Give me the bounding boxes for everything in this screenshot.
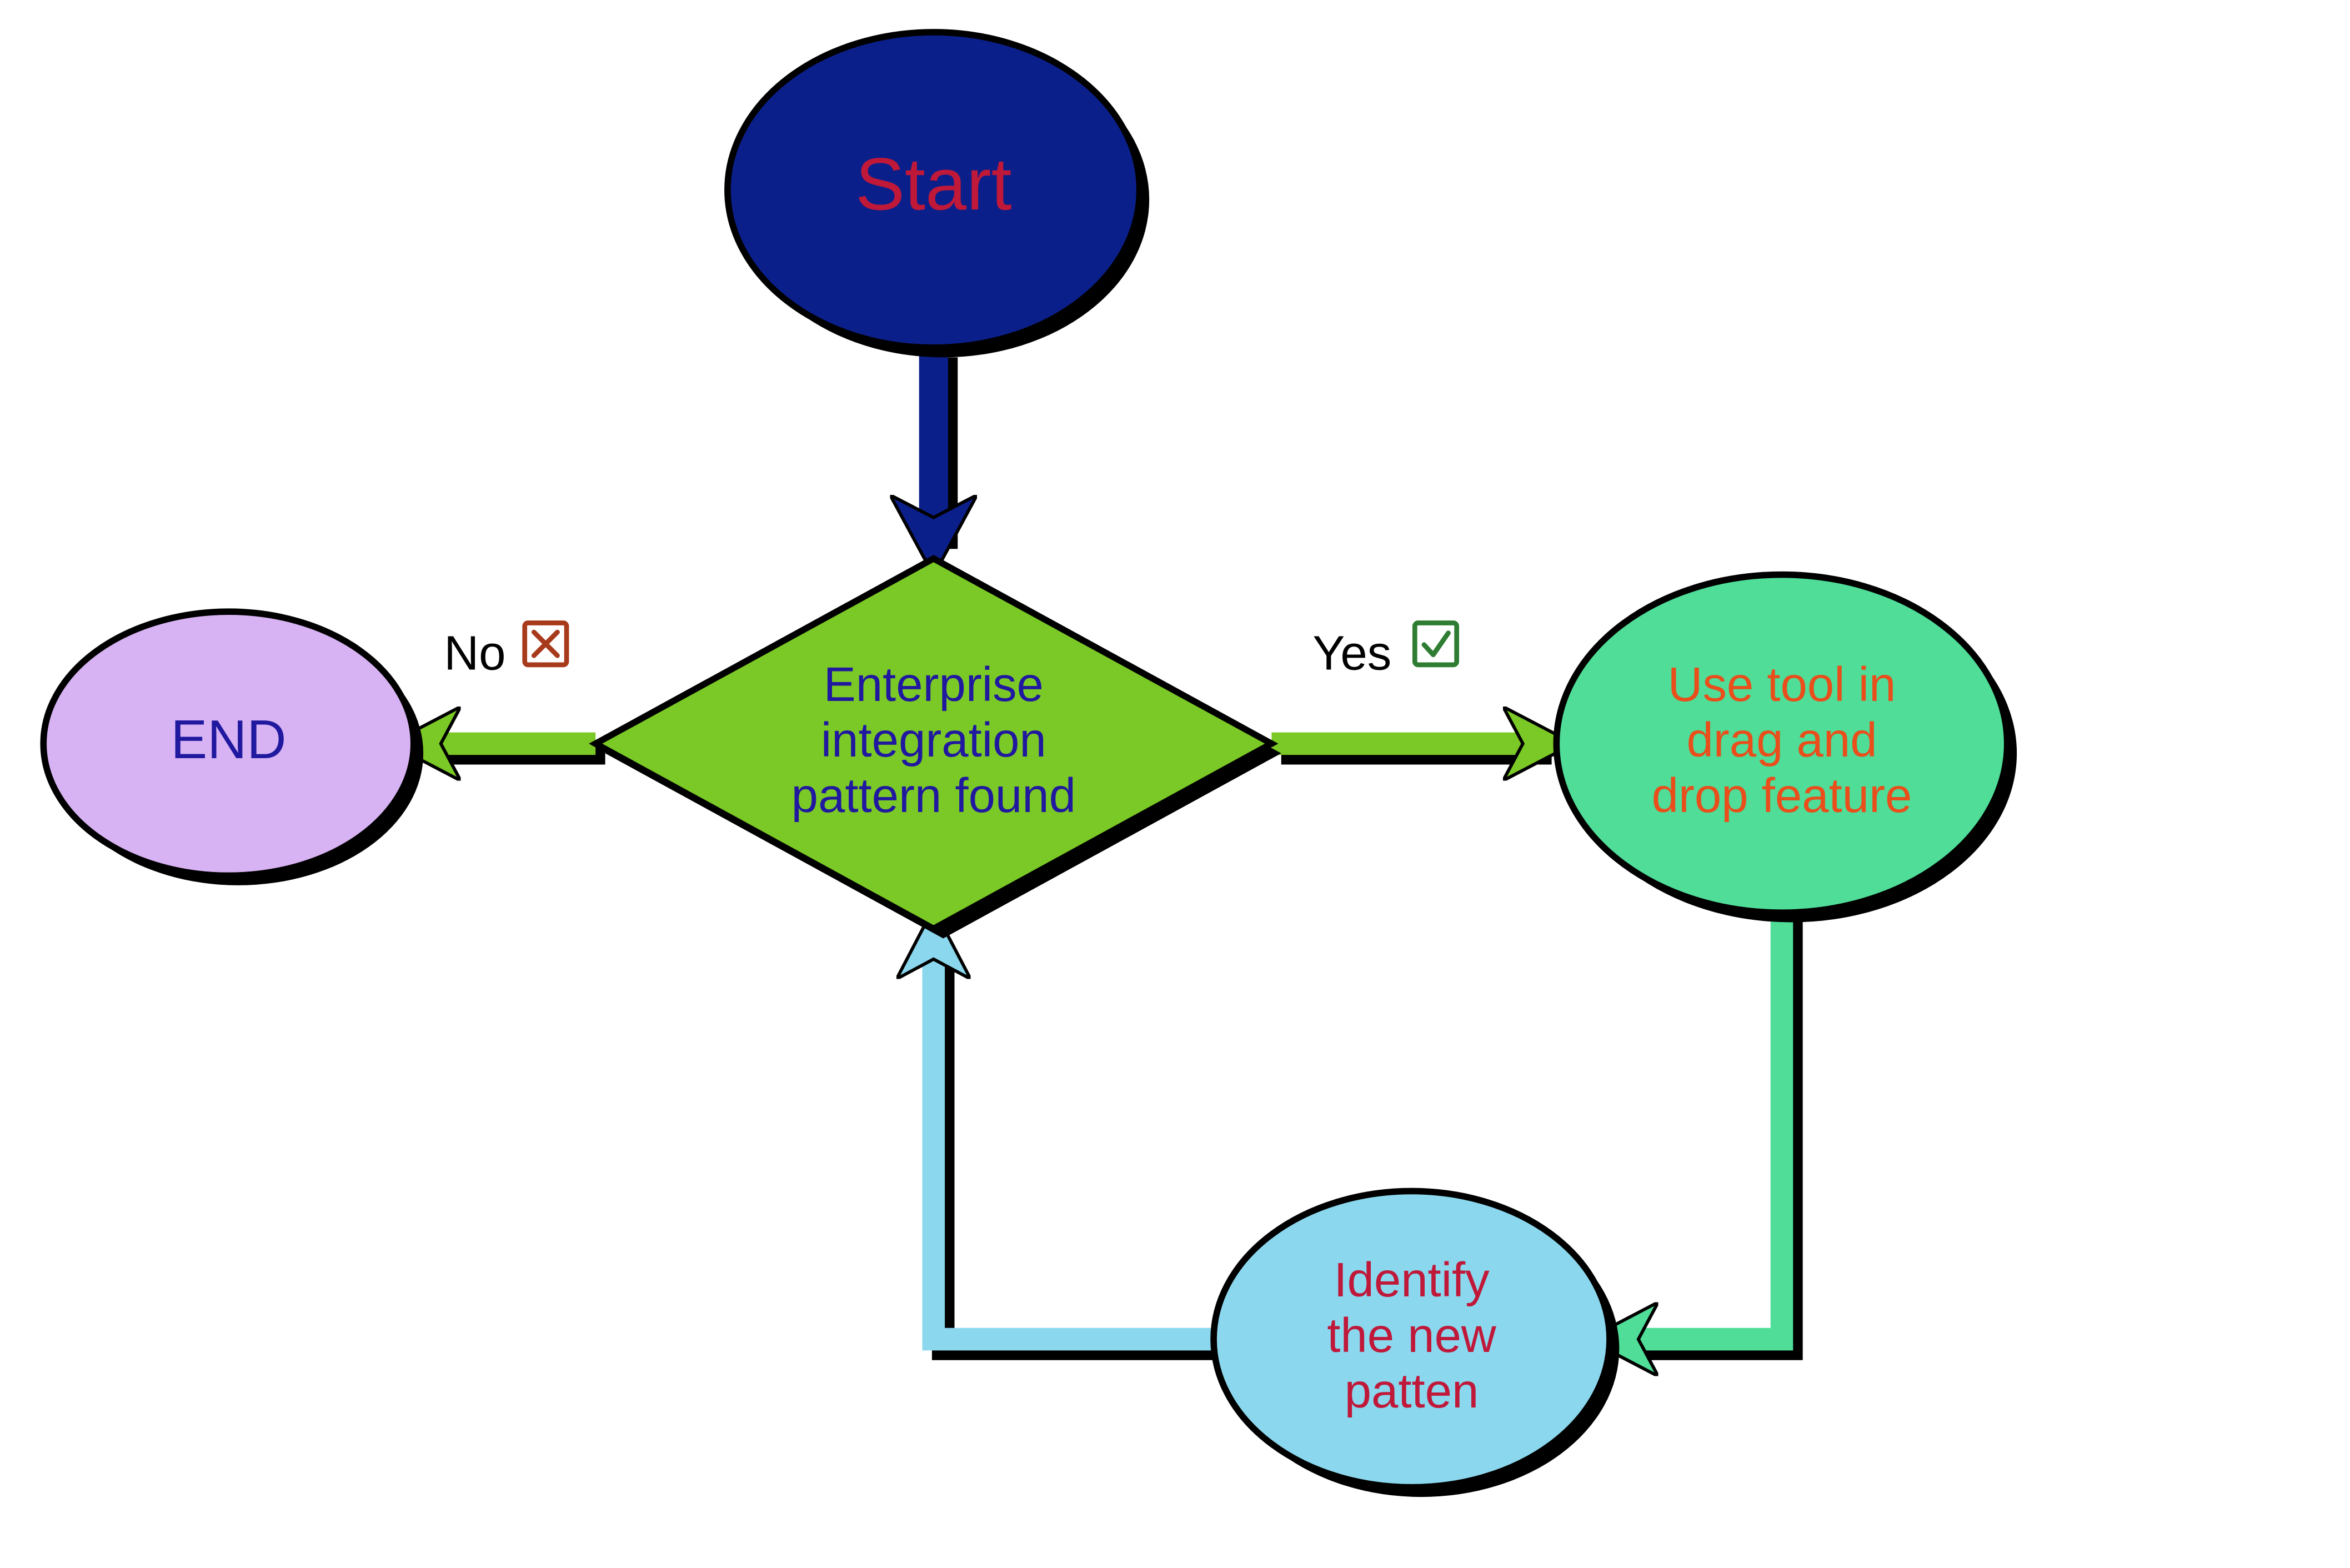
node-use-tool-label: Use tool in [1668, 658, 1896, 712]
edge-decision-to-end: No [422, 623, 605, 754]
node-start: Start [728, 32, 1149, 357]
node-end: END [43, 612, 423, 885]
edge-decision-to-use-label: Yes [1312, 626, 1391, 680]
node-identify-label: the new [1327, 1309, 1496, 1362]
node-identify: Identifythe newpatten [1214, 1191, 1619, 1497]
node-start-label: Start [855, 143, 1012, 226]
node-identify-label: Identify [1334, 1253, 1490, 1307]
edge-use-to-identify [1619, 911, 1791, 1349]
edge-decision-to-end-label: No [444, 626, 505, 680]
node-identify-label: patten [1345, 1364, 1479, 1418]
edge-decision-to-use: Yes [1271, 623, 1551, 754]
node-decision-label: Enterprise [824, 658, 1044, 712]
edge-identify-to-decision [934, 940, 1224, 1349]
node-decision-label: pattern found [791, 769, 1076, 823]
node-use-tool-label: drop feature [1652, 769, 1912, 823]
node-decision-label: integration [821, 713, 1046, 767]
cross-icon [525, 623, 567, 665]
check-icon [1415, 623, 1456, 665]
node-use-tool-label: drag and [1686, 713, 1877, 767]
flowchart-canvas: No Yes Start Enterpriseintegrationpattern f… [0, 0, 2350, 1568]
node-end-label: END [171, 709, 287, 770]
edge-start-to-decision [934, 348, 943, 549]
node-use-tool: Use tool indrag anddrop feature [1556, 575, 2017, 923]
node-decision: Enterpriseintegrationpattern found [595, 559, 1281, 939]
